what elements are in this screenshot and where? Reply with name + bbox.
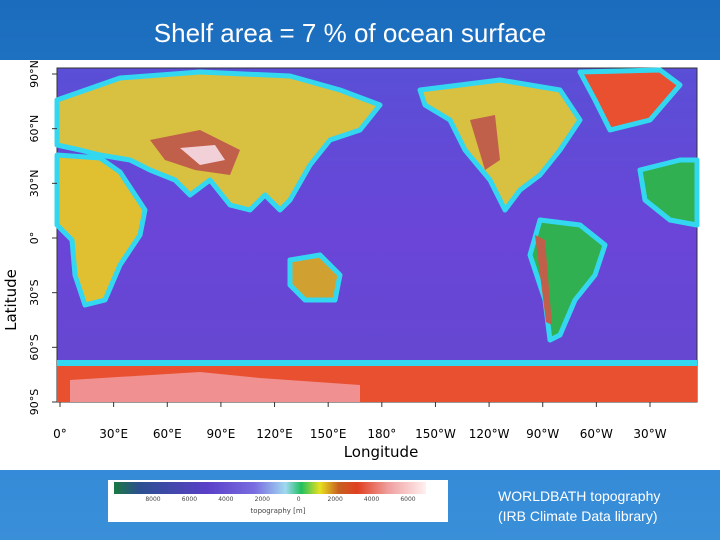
x-axis-label: Longitude <box>344 443 419 461</box>
land-west-africa <box>637 157 700 228</box>
map-area <box>54 67 700 403</box>
colorbar-label: topography [m] <box>251 507 306 515</box>
land-rockies <box>470 115 500 170</box>
lon-tick-label: 180° <box>367 427 396 441</box>
colorbar-tick-label: 8000 <box>145 496 160 503</box>
lon-tick-label: 120°E <box>256 427 293 441</box>
lon-tick-label: 120°W <box>469 427 510 441</box>
lon-tick-label: 60°E <box>153 427 182 441</box>
lat-tick-label: 60°S <box>28 334 41 360</box>
lon-tick-label: 150°E <box>310 427 347 441</box>
lon-tick-label: 90°W <box>526 427 559 441</box>
lon-tick-label: 60°W <box>580 427 613 441</box>
lon-tick-label: 30°E <box>99 427 128 441</box>
colorbar: 8000 6000 4000 2000 0 2000 4000 6000 topography… <box>108 480 448 522</box>
colorbar-tick-label: 2000 <box>255 496 270 503</box>
land-africa <box>54 152 148 308</box>
land-andes <box>535 235 552 325</box>
lat-tick-label: 0° <box>28 232 41 245</box>
caption-line: (IRB Climate Data library) <box>498 508 658 524</box>
lon-tick-label: 90°E <box>206 427 235 441</box>
land-greenland <box>577 67 683 133</box>
map-figure: 90°N 60°N 30°N 0° 30°S 60°S 90°S 0° 30°E 60°E 90°… <box>0 60 720 470</box>
antarctic-shelf <box>57 360 697 366</box>
lat-tick-label: 90°N <box>28 60 41 88</box>
colorbar-ticks: 8000 6000 4000 2000 0 2000 4000 6000 <box>145 496 415 503</box>
lon-tick-label: 30°W <box>633 427 666 441</box>
lat-tick-label: 90°S <box>28 389 41 415</box>
land-north-america <box>417 77 583 213</box>
land-australia <box>287 252 343 303</box>
colorbar-tick-label: 6000 <box>182 496 197 503</box>
caption-line: WORLDBATH topography <box>498 488 661 504</box>
colorbar-strip <box>114 482 426 494</box>
lat-tick-label: 30°S <box>28 279 41 305</box>
caption: WORLDBATH topography (IRB Climate Data l… <box>498 486 660 526</box>
lat-tick-label: 30°N <box>28 169 41 197</box>
colorbar-tick-label: 4000 <box>218 496 233 503</box>
latitude-ticks: 90°N 60°N 30°N 0° 30°S 60°S 90°S <box>28 60 57 415</box>
lon-tick-label: 150°W <box>415 427 456 441</box>
land-antarctica-ice <box>70 372 360 402</box>
lon-tick-label: 0° <box>53 427 67 441</box>
colorbar-tick-label: 6000 <box>400 496 415 503</box>
lat-tick-label: 60°N <box>28 115 41 143</box>
colorbar-tick-label: 0 <box>297 496 301 503</box>
land-plateau <box>180 145 225 165</box>
slide-title: Shelf area = 7 % of ocean surface <box>153 18 547 48</box>
colorbar-tick-label: 2000 <box>328 496 343 503</box>
longitude-ticks: 0° 30°E 60°E 90°E 120°E 150°E 180° 150°W 120°W 90… <box>53 402 667 441</box>
y-axis-label: Latitude <box>2 269 20 331</box>
colorbar-tick-label: 4000 <box>364 496 379 503</box>
